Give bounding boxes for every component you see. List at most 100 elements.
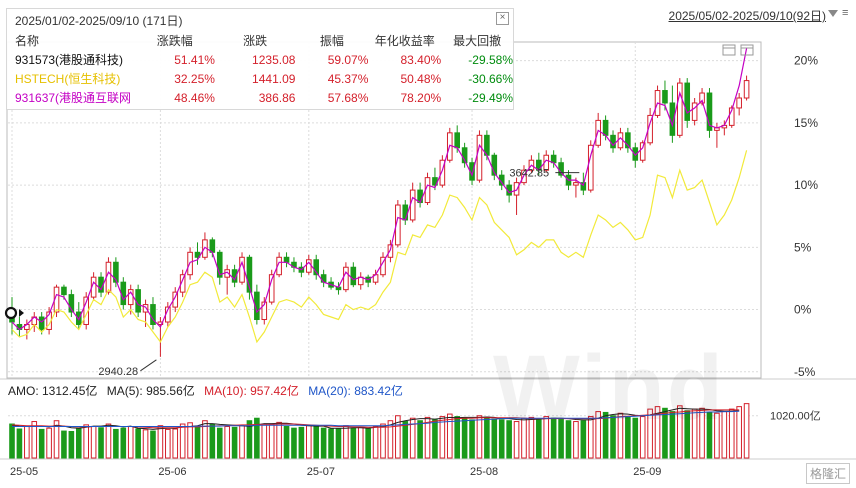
volume-bar xyxy=(654,406,661,459)
volume-bar xyxy=(743,403,750,459)
candle-body xyxy=(209,239,216,253)
volume-bar xyxy=(357,426,364,459)
x-tick-label: 25-06 xyxy=(158,466,186,478)
row-change: 1441.09 xyxy=(252,71,296,86)
volume-ma-lines xyxy=(11,407,740,430)
candle-body xyxy=(662,90,668,104)
volume-bar xyxy=(194,426,201,459)
candle-body xyxy=(587,144,594,191)
cursor-marker[interactable] xyxy=(4,306,24,320)
row-name: 931573(港股通科技) xyxy=(15,53,124,67)
candle-body xyxy=(402,204,409,221)
candle-body xyxy=(409,189,416,221)
volume-bar xyxy=(350,427,357,459)
header-name: 名称 xyxy=(15,34,40,48)
volume-bar xyxy=(409,417,416,459)
volume-bar xyxy=(699,407,705,459)
table-header-row: 名称 涨跌幅 涨跌 振幅 年化收益率 最大回撤 xyxy=(15,31,513,50)
volume-bar xyxy=(320,427,327,459)
window-toggle-icon[interactable] xyxy=(722,44,754,56)
volume-bar xyxy=(387,420,394,459)
volume-bar xyxy=(16,428,23,459)
row-max-drawdown: -29.49% xyxy=(468,90,513,105)
candle-body xyxy=(728,107,735,126)
row-amplitude: 45.37% xyxy=(327,71,369,86)
volume-bar xyxy=(595,411,601,459)
y-tick-label: 20% xyxy=(794,54,818,68)
cursor-arrow xyxy=(19,309,24,317)
volume-bar xyxy=(157,425,164,459)
volume-bar xyxy=(469,419,475,459)
volume-bar xyxy=(231,426,238,459)
volume-bar xyxy=(343,425,349,459)
candle-body xyxy=(179,274,186,293)
volume-bar xyxy=(209,423,216,459)
row-change: 1235.08 xyxy=(252,52,296,67)
volume-bar xyxy=(291,427,297,459)
candle-body xyxy=(350,266,357,286)
date-range-selector[interactable]: 2025/05/02-2025/09/10(92日) xyxy=(668,9,826,23)
volume-bar xyxy=(216,427,223,459)
volume-bar xyxy=(224,426,230,459)
candle-body xyxy=(639,142,646,161)
series-line xyxy=(11,48,748,331)
chevron-down-icon[interactable] xyxy=(828,10,838,17)
volume-bar xyxy=(476,415,483,459)
candle-body xyxy=(699,92,705,104)
candle-body xyxy=(573,182,579,186)
row-change: 386.86 xyxy=(258,90,296,105)
row-change-pct: 48.46% xyxy=(174,90,215,105)
row-amplitude: 59.07% xyxy=(327,52,369,67)
menu-icon[interactable]: ≡ xyxy=(842,7,849,19)
row-annualized: 83.40% xyxy=(400,52,442,67)
volume-bar xyxy=(417,420,423,459)
table-row[interactable]: 931637(港股通互联网 48.46% 386.86 57.68% 78.20… xyxy=(15,88,513,107)
table-row[interactable]: HSTECH(恒生科技) 32.25% 1441.09 45.37% 50.48… xyxy=(15,69,513,88)
volume-bar xyxy=(424,416,431,459)
y-axis: 20% 15% 10% 5% 0% -5% 1020.00亿 xyxy=(770,54,821,423)
high-price-label: 3642.85 xyxy=(509,168,549,180)
volume-bar xyxy=(24,426,30,459)
volume-bar xyxy=(83,424,90,459)
volume-bar xyxy=(150,430,156,459)
volume-bar xyxy=(165,428,171,459)
volume-bar xyxy=(46,427,52,459)
volume-bar xyxy=(736,406,742,459)
volume-bar xyxy=(306,425,312,459)
cursor-ring xyxy=(4,306,18,320)
row-change-pct: 51.41% xyxy=(174,52,215,67)
volume-bar xyxy=(335,428,342,459)
candle-body xyxy=(454,132,460,149)
candle-body xyxy=(61,286,67,296)
volume-bar xyxy=(714,412,720,459)
amo-value: AMO: 1312.45亿 xyxy=(8,384,98,398)
x-tick-label: 25-05 xyxy=(10,466,38,478)
volume-bar xyxy=(276,421,282,459)
close-icon[interactable]: × xyxy=(496,12,509,25)
candle-body xyxy=(113,261,119,283)
volume-bar xyxy=(662,407,668,459)
low-marker-line xyxy=(140,359,157,372)
volume-bar xyxy=(395,415,401,459)
header-change-pct: 涨跌幅 xyxy=(156,34,193,48)
volume-bar xyxy=(9,423,15,459)
row-amplitude: 57.68% xyxy=(327,90,369,105)
row-max-drawdown: -29.58% xyxy=(468,52,513,67)
volume-bar xyxy=(298,426,305,459)
candle-body xyxy=(439,159,446,186)
volume-bar xyxy=(380,423,386,459)
volume-bar xyxy=(610,415,616,459)
annotations: 3642.85 2940.28 xyxy=(98,168,580,378)
volume-bar xyxy=(187,422,193,459)
candle-body xyxy=(625,132,631,149)
volume-bar xyxy=(372,426,379,459)
candle-body xyxy=(313,259,320,276)
header-amplitude: 振幅 xyxy=(319,34,344,48)
candle-body xyxy=(276,256,282,276)
volume-bar xyxy=(120,427,127,459)
table-row[interactable]: 931573(港股通科技) 51.41% 1235.08 59.07% 83.4… xyxy=(15,50,513,69)
volume-bar xyxy=(75,428,82,459)
volume-bar xyxy=(246,420,253,459)
row-name: HSTECH(恒生科技) xyxy=(15,72,121,86)
volume-bar xyxy=(98,427,104,459)
